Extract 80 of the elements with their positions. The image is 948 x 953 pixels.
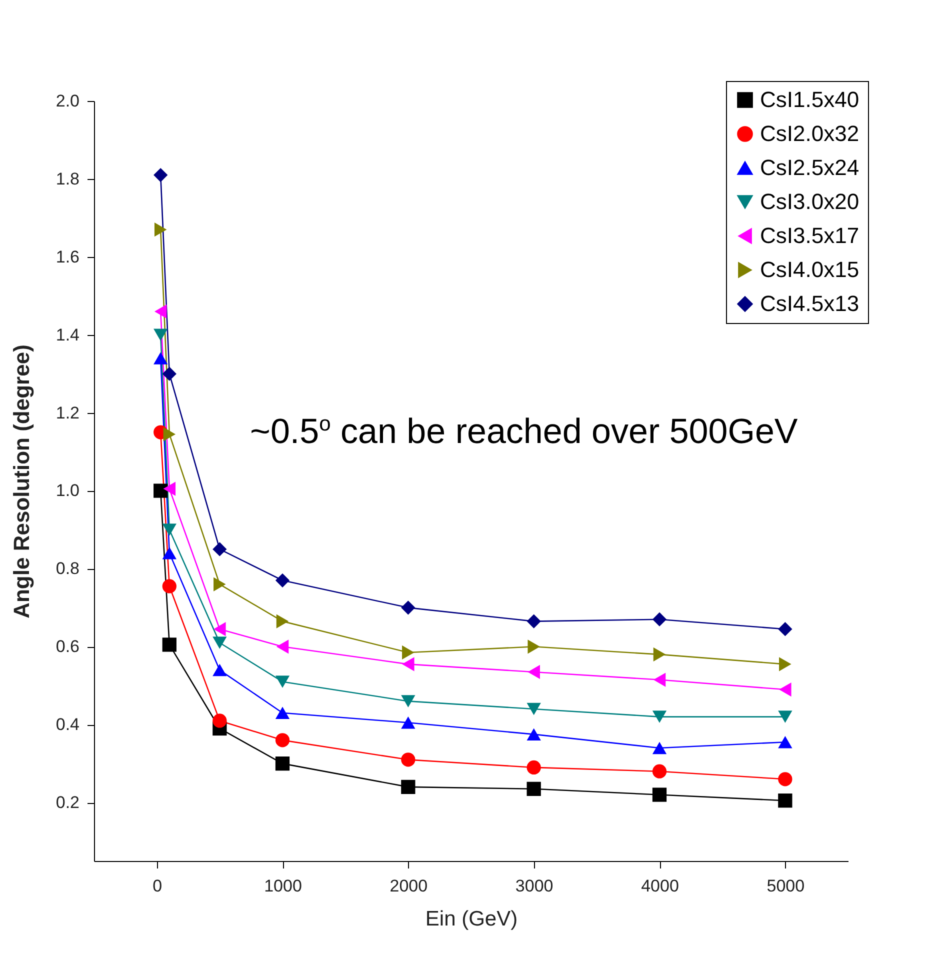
point [652,742,667,754]
point [778,710,792,723]
point [402,645,414,660]
point [154,222,167,237]
point [401,752,416,767]
x-tick-label: 0 [152,876,162,896]
point [212,542,227,556]
point [652,710,667,723]
point [779,657,792,672]
legend-label: CsI2.0x32 [760,121,860,146]
y-tick-label: 0.6 [56,637,80,656]
point [652,788,667,802]
point [528,640,540,654]
point [275,676,290,688]
y-tick-label: 2.0 [56,92,80,110]
point [779,682,792,697]
point [778,736,792,748]
point [154,484,168,498]
x-tick-label: 1000 [264,876,302,896]
annotation: ~0.5$^{o}$ can be reached over 500GeV [250,412,798,452]
x-tick-label: 3000 [515,876,554,896]
point [401,716,416,729]
y-tick-label: 1.2 [56,403,80,422]
point [652,612,667,626]
point [653,672,666,687]
point [212,664,227,676]
point [162,524,176,536]
point [401,600,416,615]
point [401,780,416,794]
point [162,579,176,594]
point [154,352,168,364]
x-tick-label: 2000 [390,876,428,896]
point [652,764,667,778]
point [162,366,176,381]
point [154,328,168,341]
y-tick-label: 1.6 [56,247,80,266]
point [526,702,541,716]
point [275,733,290,748]
legend-label: CsI1.5x40 [760,87,860,112]
point [528,664,540,680]
legend-label: CsI2.5x24 [760,155,860,180]
point [526,782,541,796]
point [163,427,176,442]
x-axis-title: Ein (GeV) [425,908,518,930]
y-tick-label: 1.4 [56,325,80,344]
point [154,304,167,319]
y-tick-label: 0.4 [56,715,80,734]
legend-label: CsI3.0x20 [760,189,860,214]
point [402,657,414,672]
legend-label: CsI3.5x17 [760,223,860,248]
point [653,647,666,662]
point [778,622,792,636]
x-tick-label: 4000 [641,876,679,896]
point [526,728,541,740]
point [275,756,290,771]
point [275,573,290,588]
y-axis-title: Angle Resolution (degree) [8,344,34,618]
point [154,168,168,182]
y-tick-label: 0.2 [56,793,80,812]
y-tick-label: 1.8 [56,169,80,188]
point [212,636,227,649]
point [214,577,226,592]
y-tick-label: 0.8 [56,559,80,578]
point [401,695,416,708]
point [212,714,227,728]
legend-label: CsI4.0x15 [760,257,860,282]
point [526,760,541,775]
point [526,614,541,628]
point [275,706,290,720]
legend-label: CsI4.5x13 [760,291,860,316]
point [162,546,176,560]
point [162,638,176,652]
y-tick-label: 1.0 [56,481,80,500]
point [778,794,792,808]
x-tick-label: 5000 [766,876,805,896]
point [163,482,176,496]
point [214,622,226,636]
point [276,640,289,654]
point [778,772,792,786]
point [276,614,289,628]
